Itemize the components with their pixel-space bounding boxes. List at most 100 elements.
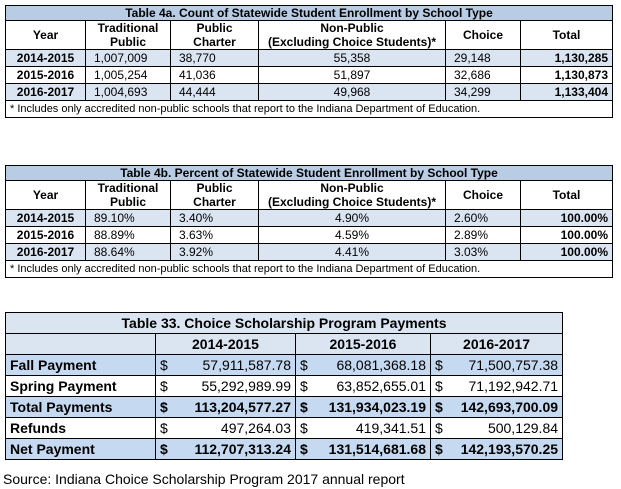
cell: 1,007,009 — [85, 49, 171, 67]
data-row: Refunds $497,264.03 $419,341.51 $500,129.84 — [5, 417, 564, 439]
cell: 49,968 — [258, 83, 446, 101]
cell: 41,036 — [170, 66, 259, 84]
header-line: Charter — [193, 195, 236, 209]
currency-symbol: $ — [300, 420, 308, 436]
amount: 500,129.84 — [487, 420, 559, 436]
header-line: Total — [552, 188, 581, 202]
cell: $113,204,577.27 — [155, 396, 296, 418]
column-header: 2015-2016 — [295, 333, 431, 355]
cell: 3.03% — [445, 243, 521, 261]
currency-symbol: $ — [160, 441, 168, 457]
cell: 2015-2016 — [5, 66, 86, 84]
cell: $131,934,023.19 — [295, 396, 431, 418]
cell: $71,192,942.71 — [429, 375, 564, 397]
footnote-row: * Includes only accredited non-public sc… — [5, 100, 613, 118]
currency-symbol: $ — [300, 378, 308, 394]
column-header: Choice — [445, 20, 521, 50]
cell: 3.40% — [170, 209, 259, 227]
amount: 112,707,313.24 — [194, 441, 291, 457]
currency-symbol: $ — [435, 378, 443, 394]
cell: 1,130,285 — [520, 49, 613, 67]
table-title: Table 33. Choice Scholarship Program Pay… — [4, 312, 564, 334]
table-body: Table 33. Choice Scholarship Program Pay… — [4, 312, 564, 460]
data-row: 2014-2015 1,007,009 38,770 55,358 29,148 1,13… — [5, 49, 613, 67]
cell: $68,081,368.18 — [295, 354, 431, 376]
cell: $63,852,655.01 — [295, 375, 431, 397]
cell: 88.89% — [85, 226, 171, 244]
data-row: 2016-2017 1,004,693 44,444 49,968 34,299 1,13… — [5, 83, 613, 101]
title-row: Table 4b. Percent of Statewide Student E… — [5, 165, 613, 181]
data-row: 2015-2016 1,005,254 41,036 51,897 32,686 1,13… — [5, 66, 613, 84]
payments-table: Table 33. Choice Scholarship Program Pay… — [4, 312, 564, 460]
currency-symbol: $ — [160, 378, 168, 394]
cell: 1,133,404 — [520, 83, 613, 101]
cell: $142,693,700.09 — [429, 396, 564, 418]
title-row: Table 33. Choice Scholarship Program Pay… — [4, 312, 564, 334]
amount: 142,193,570.25 — [460, 441, 559, 457]
header-line: Choice — [462, 28, 503, 42]
header-line: Charter — [193, 35, 236, 49]
amount: 131,934,023.19 — [328, 399, 426, 415]
data-row: Net Payment $112,707,313.24 $131,514,681.6… — [5, 438, 564, 460]
row-label: Refunds — [5, 417, 156, 439]
footnote: * Includes only accredited non-public sc… — [5, 260, 613, 278]
cell: 32,686 — [445, 66, 521, 84]
cell: $112,707,313.24 — [155, 438, 296, 460]
enrollment-percent-table: Table 4b. Percent of Statewide Student E… — [5, 165, 613, 278]
data-row: Fall Payment $57,911,587.78 $68,081,368.18… — [5, 354, 564, 376]
cell: 100.00% — [520, 209, 613, 227]
currency-symbol: $ — [300, 357, 308, 373]
column-header: 2014-2015 — [155, 333, 296, 355]
cell: 3.63% — [170, 226, 259, 244]
currency-symbol: $ — [435, 399, 443, 415]
column-header: Traditional Public — [85, 20, 171, 50]
cell: 89.10% — [85, 209, 171, 227]
source-note: Source: Indiana Choice Scholarship Progr… — [3, 471, 405, 487]
column-header: Total — [520, 20, 613, 50]
amount: 57,911,587.78 — [202, 357, 292, 373]
amount: 142,693,700.09 — [460, 399, 559, 415]
column-header: Year — [5, 20, 86, 50]
amount: 68,081,368.18 — [336, 357, 426, 373]
cell: 1,005,254 — [85, 66, 171, 84]
cell: 1,004,693 — [85, 83, 171, 101]
column-header: Year — [5, 180, 86, 210]
column-header: Public Charter — [170, 180, 259, 210]
cell: 100.00% — [520, 243, 613, 261]
currency-symbol: $ — [300, 441, 308, 457]
header-line: (Excluding Choice Students)* — [267, 35, 436, 49]
header-line: Public — [109, 35, 146, 49]
cell: 1,130,873 — [520, 66, 613, 84]
column-header: Public Charter — [170, 20, 259, 50]
header-row: 2014-2015 2015-2016 2016-2017 — [5, 333, 564, 355]
row-label: Total Payments — [5, 396, 156, 418]
cell: 2016-2017 — [5, 243, 86, 261]
data-row: 2016-2017 88.64% 3.92% 4.41% 3.03% 100.00% — [5, 243, 613, 261]
cell: 2015-2016 — [5, 226, 86, 244]
cell: 44,444 — [170, 83, 259, 101]
cell: 2014-2015 — [5, 49, 86, 67]
header-line: (Excluding Choice Students)* — [267, 195, 436, 209]
enrollment-count-table: Table 4a. Count of Statewide Student Enr… — [5, 5, 613, 118]
table-body: Table 4b. Percent of Statewide Student E… — [5, 165, 613, 278]
cell: 34,299 — [445, 83, 521, 101]
column-header: Total — [520, 180, 613, 210]
cell: $497,264.03 — [155, 417, 296, 439]
header-line: Non-Public — [320, 181, 384, 196]
cell: 29,148 — [445, 49, 521, 67]
cell: 38,770 — [170, 49, 259, 67]
amount: 113,204,577.27 — [194, 399, 291, 415]
header-row: Year Traditional Public Public Charter Non-Pu… — [5, 20, 613, 50]
cell: $131,514,681.68 — [295, 438, 431, 460]
column-header: Traditional Public — [85, 180, 171, 210]
data-row: 2015-2016 88.89% 3.63% 4.59% 2.89% 100.00% — [5, 226, 613, 244]
header-line: Non-Public — [320, 21, 384, 36]
cell: $500,129.84 — [429, 417, 564, 439]
cell: 3.92% — [170, 243, 259, 261]
header-line: Traditional — [97, 21, 159, 36]
data-row: 2014-2015 89.10% 3.40% 4.90% 2.60% 100.00% — [5, 209, 613, 227]
header-row: Year Traditional Public Public Charter Non-Pu… — [5, 180, 613, 210]
currency-symbol: $ — [435, 420, 443, 436]
cell: $419,341.51 — [295, 417, 431, 439]
